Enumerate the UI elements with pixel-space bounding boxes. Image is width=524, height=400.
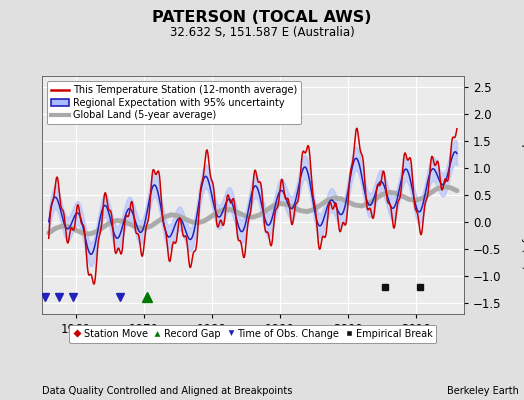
Y-axis label: Temperature Anomaly (°C): Temperature Anomaly (°C) <box>521 121 524 269</box>
Legend: Station Move, Record Gap, Time of Obs. Change, Empirical Break: Station Move, Record Gap, Time of Obs. C… <box>69 325 436 343</box>
Text: PATERSON (TOCAL AWS): PATERSON (TOCAL AWS) <box>152 10 372 25</box>
Text: Data Quality Controlled and Aligned at Breakpoints: Data Quality Controlled and Aligned at B… <box>42 386 292 396</box>
Text: 32.632 S, 151.587 E (Australia): 32.632 S, 151.587 E (Australia) <box>170 26 354 39</box>
Text: Berkeley Earth: Berkeley Earth <box>447 386 519 396</box>
Legend: This Temperature Station (12-month average), Regional Expectation with 95% uncer: This Temperature Station (12-month avera… <box>47 81 301 124</box>
